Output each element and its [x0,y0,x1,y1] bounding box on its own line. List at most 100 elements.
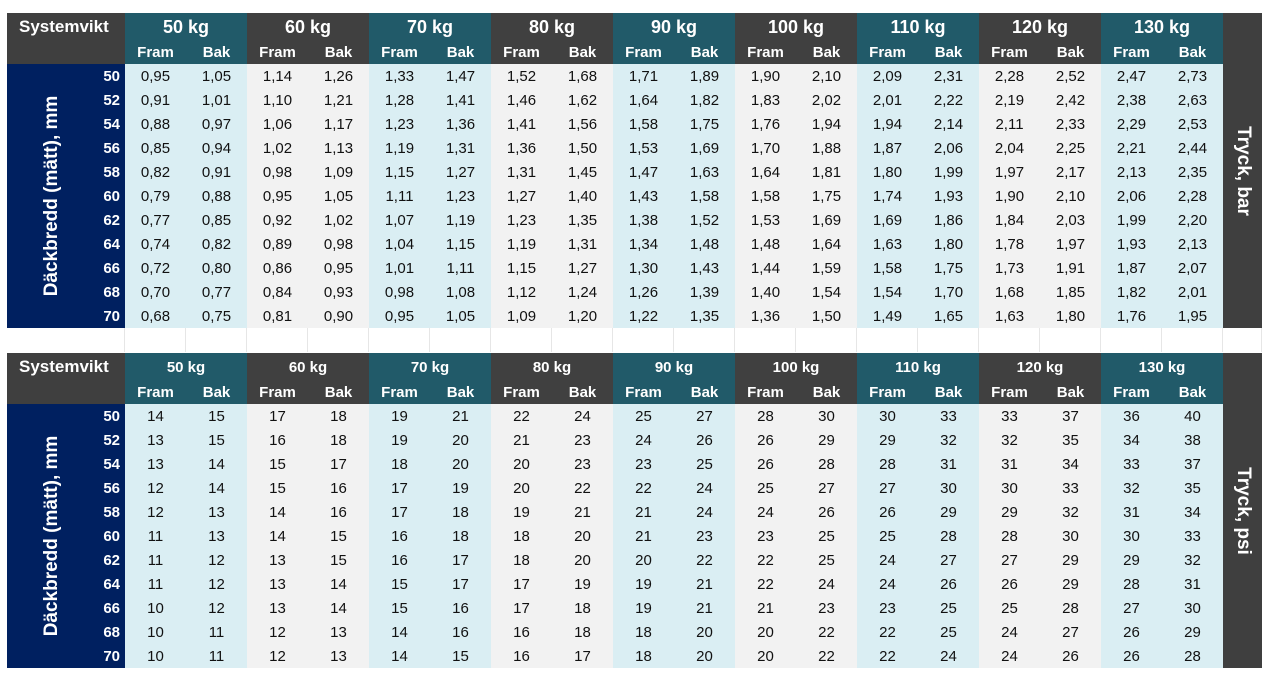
pressure-value-cell: 1,33 [369,64,430,88]
pressure-value-cell: 2,10 [1040,184,1101,208]
rear-header: Bak [796,381,857,404]
rear-header: Bak [1040,41,1101,64]
pressure-value-cell: 28 [1040,596,1101,620]
pressure-value-cell: 0,88 [186,184,247,208]
table-row: 50 14 15 17 18 19 21 22 24 25 27 28 30 30 33 33 37 36 40 [97,404,1223,428]
pressure-value-cell: 36 [1101,404,1162,428]
pressure-value-cell: 2,38 [1101,88,1162,112]
pressure-value-cell: 0,90 [308,304,369,328]
pressure-value-cell: 1,19 [430,208,491,232]
pressure-value-cell: 1,39 [674,280,735,304]
pressure-value-cell: 17 [247,404,308,428]
pressure-value-cell: 2,02 [796,88,857,112]
pressure-value-cell: 1,89 [674,64,735,88]
pressure-value-cell: 0,95 [308,256,369,280]
pressure-value-cell: 26 [1101,644,1162,668]
pressure-value-cell: 14 [369,644,430,668]
pressure-value-cell: 10 [125,620,186,644]
pressure-value-cell: 0,79 [125,184,186,208]
pressure-value-cell: 1,44 [735,256,796,280]
pressure-value-cell: 1,91 [1040,256,1101,280]
rear-header: Bak [1162,41,1223,64]
pressure-value-cell: 17 [430,548,491,572]
pressure-value-cell: 15 [247,476,308,500]
pressure-value-cell: 21 [430,404,491,428]
pressure-value-cell: 13 [247,572,308,596]
pressure-value-cell: 0,75 [186,304,247,328]
pressure-value-cell: 12 [247,644,308,668]
pressure-value-cell: 1,05 [430,304,491,328]
pressure-value-cell: 16 [369,548,430,572]
pressure-value-cell: 1,85 [1040,280,1101,304]
pressure-value-cell: 1,11 [430,256,491,280]
pressure-value-cell: 2,44 [1162,136,1223,160]
pressure-value-cell: 35 [1162,476,1223,500]
pressure-value-cell: 2,52 [1040,64,1101,88]
pressure-value-cell: 14 [186,476,247,500]
pressure-value-cell: 18 [552,596,613,620]
pressure-value-cell: 2,03 [1040,208,1101,232]
pressure-value-cell: 18 [491,524,552,548]
pressure-value-cell: 2,47 [1101,64,1162,88]
pressure-value-cell: 33 [1162,524,1223,548]
front-header: Fram [1101,381,1162,404]
pressure-value-cell: 1,54 [857,280,918,304]
pressure-unit-text: Tryck, bar [1232,125,1254,216]
pressure-value-cell: 1,68 [552,64,613,88]
pressure-value-cell: 21 [735,596,796,620]
pressure-value-cell: 1,47 [613,160,674,184]
table-spacer [7,328,1262,352]
pressure-value-cell: 1,21 [308,88,369,112]
system-weight-label: Systemvikt [7,13,125,41]
pressure-value-cell: 23 [613,452,674,476]
rear-header: Bak [186,41,247,64]
weight-group-header: 130 kg [1101,353,1223,381]
pressure-value-cell: 20 [430,428,491,452]
pressure-value-cell: 1,01 [186,88,247,112]
pressure-value-cell: 2,21 [1101,136,1162,160]
pressure-value-cell: 1,04 [369,232,430,256]
pressure-value-cell: 10 [125,644,186,668]
pressure-value-cell: 30 [1162,596,1223,620]
front-header: Fram [613,41,674,64]
tire-width-cell: 52 [97,428,125,452]
pressure-value-cell: 19 [491,500,552,524]
pressure-value-cell: 1,27 [430,160,491,184]
pressure-value-cell: 24 [979,620,1040,644]
tire-width-cell: 70 [97,304,125,328]
pressure-value-cell: 1,31 [430,136,491,160]
pressure-value-cell: 1,78 [979,232,1040,256]
pressure-value-cell: 1,27 [491,184,552,208]
pressure-value-cell: 1,20 [552,304,613,328]
pressure-value-cell: 20 [491,452,552,476]
pressure-value-cell: 1,14 [247,64,308,88]
weight-header-row: Systemvikt 50 kg 60 kg 70 kg 80 kg 90 kg 100 k… [7,13,1262,41]
tire-width-axis-label: Däckbredd (mätt), mm [7,64,97,328]
pressure-value-cell: 27 [1101,596,1162,620]
pressure-value-cell: 1,19 [491,232,552,256]
tire-width-cell: 62 [97,548,125,572]
pressure-value-cell: 21 [613,500,674,524]
pressure-value-cell: 15 [186,404,247,428]
pressure-value-cell: 18 [552,620,613,644]
pressure-value-cell: 15 [369,572,430,596]
pressure-value-cell: 1,90 [735,64,796,88]
tire-width-cell: 66 [97,596,125,620]
pressure-value-cell: 1,75 [674,112,735,136]
pressure-value-cell: 1,94 [796,112,857,136]
pressure-value-cell: 34 [1040,452,1101,476]
pressure-value-cell: 30 [1040,524,1101,548]
pressure-value-cell: 11 [186,644,247,668]
pressure-value-cell: 29 [979,500,1040,524]
pressure-value-cell: 0,81 [247,304,308,328]
pressure-value-cell: 15 [308,548,369,572]
pressure-value-cell: 1,41 [491,112,552,136]
pressure-value-cell: 2,06 [1101,184,1162,208]
pressure-value-cell: 1,75 [918,256,979,280]
pressure-value-cell: 23 [552,452,613,476]
pressure-value-cell: 1,07 [369,208,430,232]
pressure-value-cell: 1,15 [491,256,552,280]
rear-header: Bak [552,41,613,64]
pressure-value-cell: 20 [613,548,674,572]
pressure-value-cell: 2,01 [1162,280,1223,304]
